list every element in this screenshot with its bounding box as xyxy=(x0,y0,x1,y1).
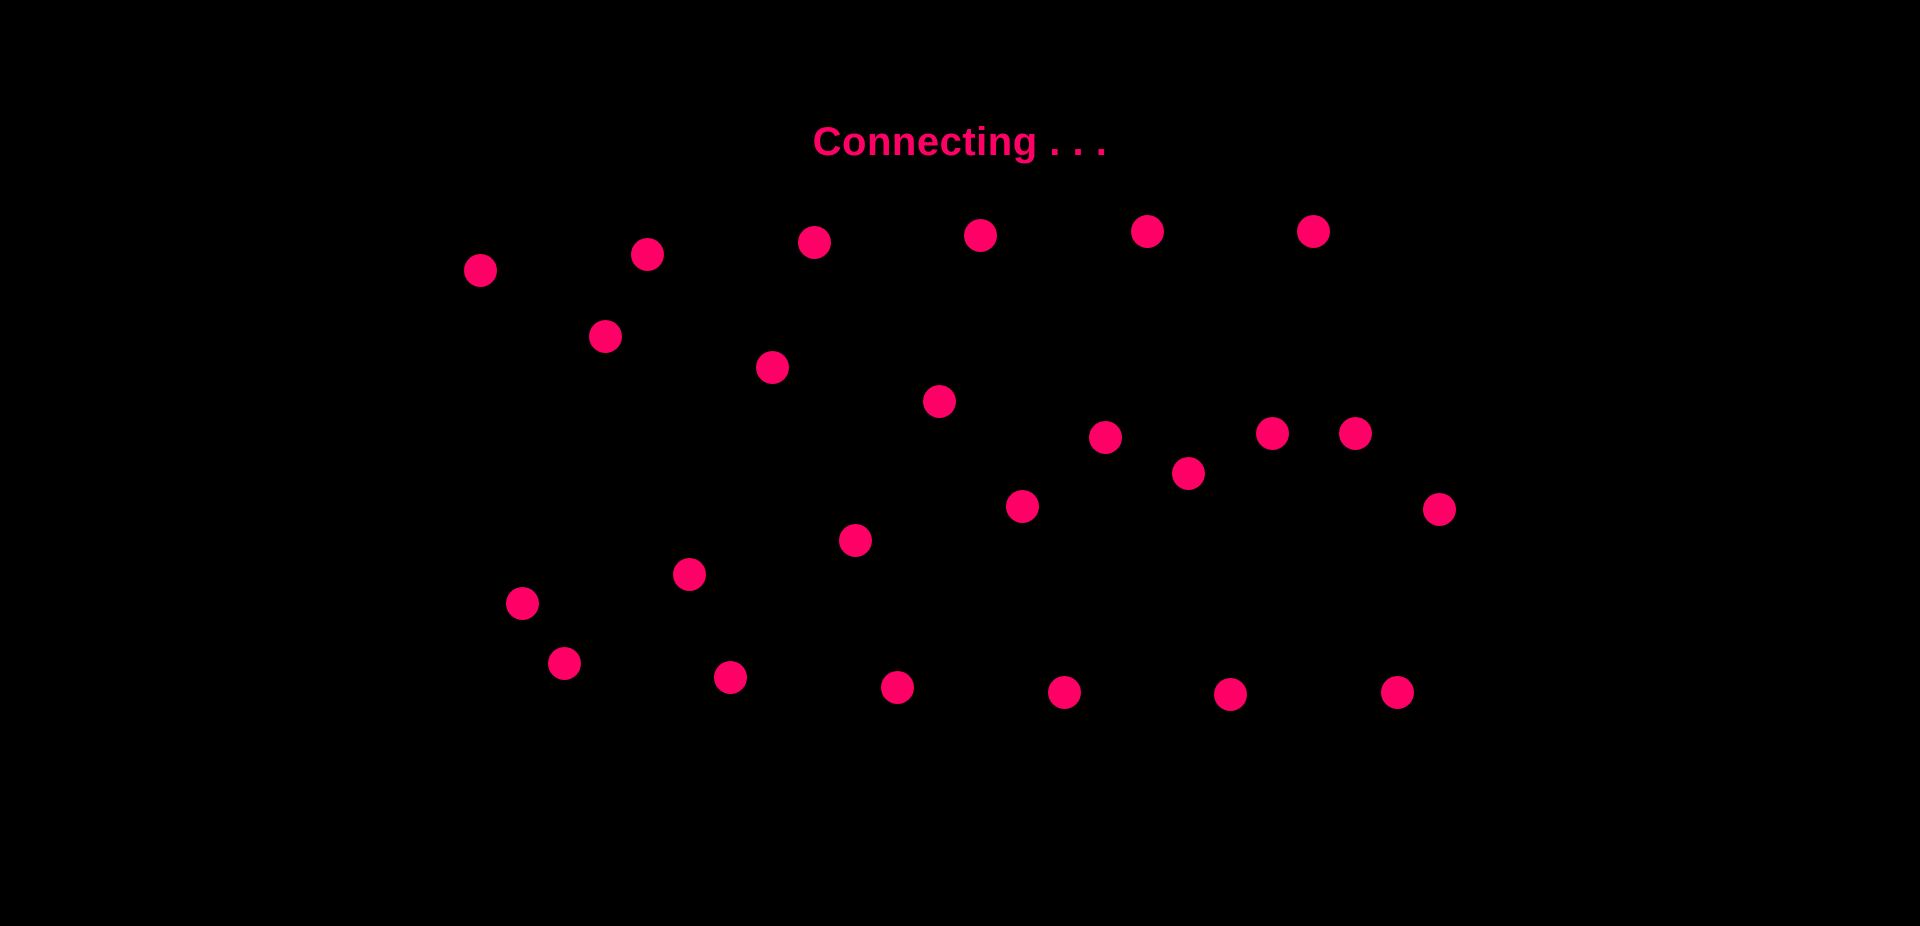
loading-dot xyxy=(880,670,914,704)
loading-dot xyxy=(1005,489,1039,523)
loading-dot xyxy=(1213,677,1247,711)
loading-dot xyxy=(797,225,831,259)
loading-dot xyxy=(463,253,497,287)
loading-dot xyxy=(505,586,539,620)
loading-dot xyxy=(1380,675,1414,709)
loading-dot xyxy=(588,319,622,353)
loading-dot xyxy=(1255,416,1289,450)
loading-dot xyxy=(547,646,581,680)
loading-dot xyxy=(838,523,872,557)
loading-dot xyxy=(630,237,664,271)
loading-dot xyxy=(1296,214,1330,248)
loading-dot xyxy=(755,350,789,384)
loading-dot xyxy=(1130,214,1164,248)
loading-dot xyxy=(1088,420,1122,454)
loading-dot xyxy=(1422,492,1456,526)
loading-dot xyxy=(922,384,956,418)
loading-dot xyxy=(1338,416,1372,450)
loading-dot xyxy=(1171,456,1205,490)
loading-dot xyxy=(963,218,997,252)
loading-dot xyxy=(713,660,747,694)
loading-dot xyxy=(672,557,706,591)
loading-dot xyxy=(1047,675,1081,709)
connecting-status-text: Connecting . . . xyxy=(812,120,1108,164)
